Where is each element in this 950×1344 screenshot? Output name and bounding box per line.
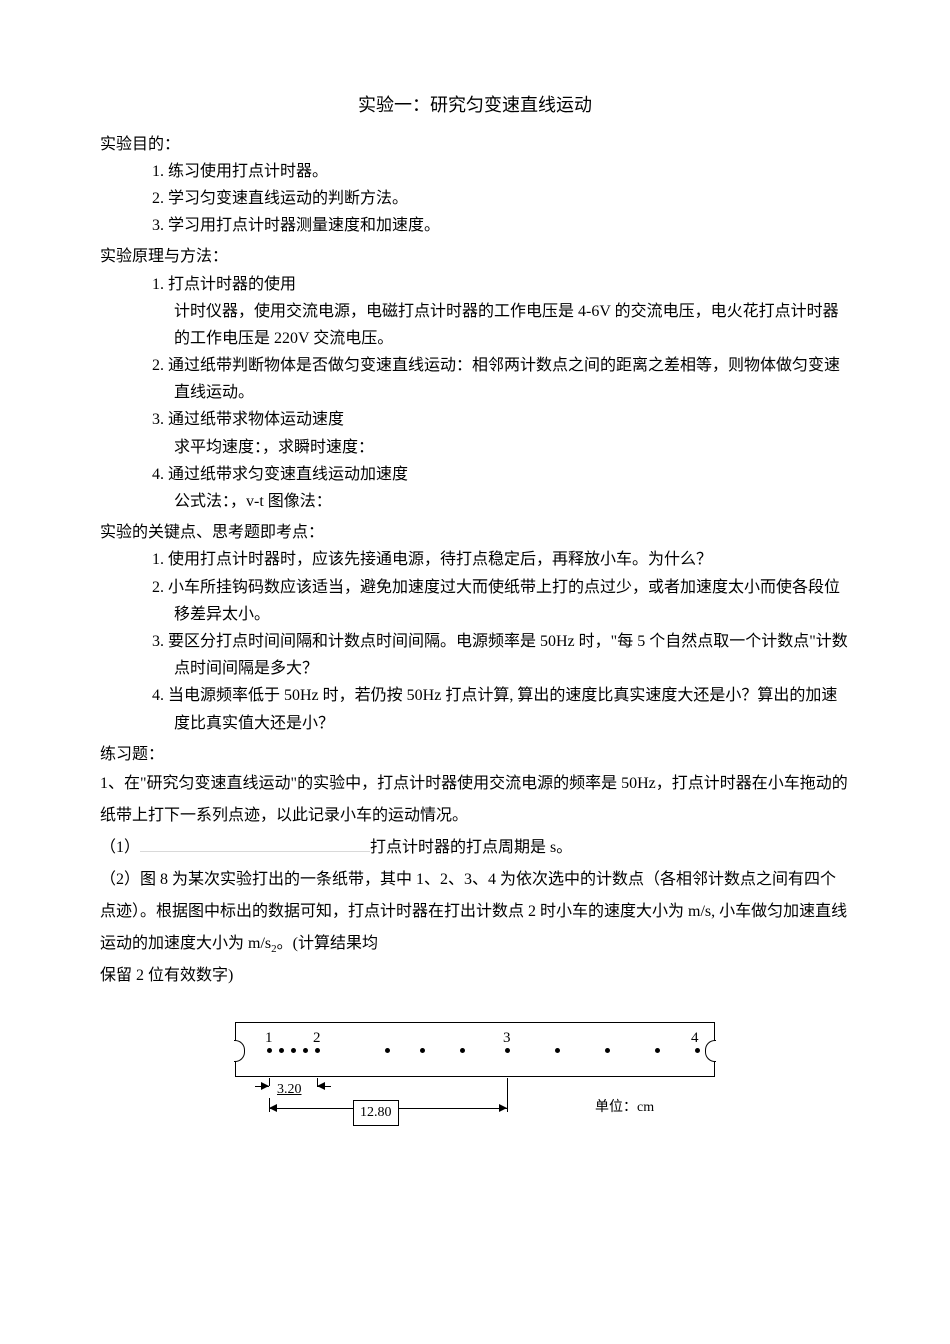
measure-3-20: 3.20 <box>275 1078 304 1102</box>
figure-container: 1 2 3 4 3.20 12.80 单位：cm <box>100 1012 850 1151</box>
keypoint-1: 1. 使用打点计时器时，应该先接通电源，待打点稳定后，再释放小车。为什么？ <box>152 546 850 573</box>
page-title: 实验一：研究匀变速直线运动 <box>100 90 850 121</box>
q1-1-suffix: 打点计时器的打点周期是 s。 <box>370 839 572 856</box>
question-1-part1: （1） 打点计时器的打点周期是 s。 <box>100 832 850 864</box>
ruler1-arrow-right <box>261 1082 269 1090</box>
document-page: 实验一：研究匀变速直线运动 实验目的： 1. 练习使用打点计时器。 2. 学习匀… <box>0 0 950 1344</box>
question-1-part2: （2）图 8 为某次实验打出的一条纸带，其中 1、2、3、4 为依次选中的计数点… <box>100 864 850 960</box>
q1-1-prefix: （1） <box>100 839 140 856</box>
principle-item-3: 3. 通过纸带求物体运动速度 <box>152 406 850 433</box>
purpose-item-2: 2. 学习匀变速直线运动的判断方法。 <box>152 185 850 212</box>
purpose-item-3: 3. 学习用打点计时器测量速度和加速度。 <box>152 212 850 239</box>
keypoints-heading: 实验的关键点、思考题即考点： <box>100 519 850 546</box>
question-1-intro: 1、在"研究匀变速直线运动"的实验中，打点计时器使用交流电源的频率是 50Hz，… <box>100 768 850 832</box>
principle-heading: 实验原理与方法： <box>100 243 850 270</box>
keypoint-3: 3. 要区分打点时间间隔和计数点时间间隔。电源频率是 50Hz 时，"每 5 个… <box>152 628 850 682</box>
unit-label: 单位：cm <box>595 1096 654 1120</box>
principle-item-4-cont: 公式法：，v-t 图像法： <box>174 488 850 515</box>
ruler2-right-tick <box>507 1078 508 1112</box>
ruler2-arrow-left <box>269 1104 277 1112</box>
keypoint-2: 2. 小车所挂钩码数应该适当，避免加速度过大而使纸带上打的点过少，或者加速度太小… <box>152 574 850 628</box>
keypoint-4: 4. 当电源频率低于 50Hz 时，若仍按 50Hz 打点计算, 算出的速度比真… <box>152 682 850 736</box>
principle-item-1-cont: 计时仪器，使用交流电源，电磁打点计时器的工作电压是 4-6V 的交流电压，电火花… <box>174 298 850 352</box>
q1-2-main: （2）图 8 为某次实验打出的一条纸带，其中 1、2、3、4 为依次选中的计数点… <box>100 871 847 952</box>
question-1-part2-last: 保留 2 位有效数字) <box>100 960 850 992</box>
purpose-heading: 实验目的： <box>100 131 850 158</box>
ruler1-arrow-left <box>317 1082 325 1090</box>
principle-item-4: 4. 通过纸带求匀变速直线运动加速度 <box>152 461 850 488</box>
principle-item-3-cont: 求平均速度：，求瞬时速度： <box>174 434 850 461</box>
purpose-item-1: 1. 练习使用打点计时器。 <box>152 158 850 185</box>
exercise-heading: 练习题： <box>100 741 850 768</box>
q1-2-end: 。(计算结果均 <box>277 935 378 952</box>
measure-12-80: 12.80 <box>353 1100 399 1126</box>
ruler2-arrow-right <box>499 1104 507 1112</box>
principle-item-2: 2. 通过纸带判断物体是否做匀变速直线运动：相邻两计数点之间的距离之差相等，则物… <box>152 352 850 406</box>
principle-item-1: 1. 打点计时器的使用 <box>152 271 850 298</box>
tape-figure: 1 2 3 4 3.20 12.80 单位：cm <box>235 1012 715 1142</box>
blank-line <box>140 835 370 852</box>
ruler1-left-tick <box>269 1078 270 1086</box>
